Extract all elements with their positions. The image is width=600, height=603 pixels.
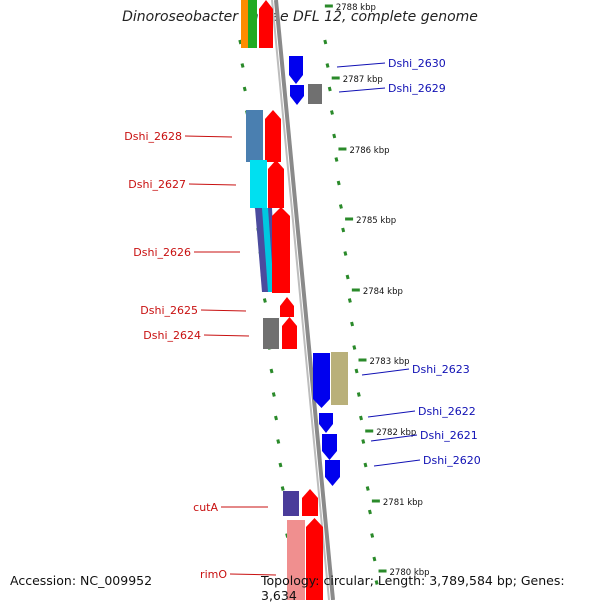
gene-feature: [283, 491, 299, 516]
backbone-line: [274, 0, 335, 600]
gene-arrow: [313, 353, 330, 408]
gene-arrow: [259, 0, 273, 48]
gene-leader-line: [367, 410, 416, 418]
gene-arrow: [280, 297, 294, 317]
kbp-label: 2784 kbp: [363, 287, 403, 297]
gene-label: Dshi_2623: [412, 363, 470, 376]
gene-label: cutA: [193, 501, 218, 514]
map-title: Dinoroseobacter shibae DFL 12, complete …: [122, 9, 478, 25]
gene-arrow: [322, 434, 337, 460]
gene-feature: [262, 208, 274, 292]
gene-label: Dshi_2622: [418, 405, 476, 418]
gene-arrow: [290, 85, 304, 105]
kbp-label: 2782 kbp: [376, 428, 416, 438]
gene-feature: [248, 0, 257, 48]
gene-leader-line: [373, 459, 421, 467]
gene-label: Dshi_2628: [124, 130, 182, 143]
gene-label: Dshi_2626: [133, 246, 191, 259]
kbp-label: 2781 kbp: [383, 498, 423, 508]
gene-label: Dshi_2629: [388, 82, 446, 95]
gene-label: Dshi_2620: [423, 454, 481, 467]
gene-leader-line: [370, 434, 418, 442]
gene-label: Dshi_2627: [128, 178, 186, 191]
gene-feature: [331, 352, 348, 405]
gene-arrow: [302, 489, 318, 516]
gene-leader-line: [188, 183, 237, 186]
kbp-label: 2788 kbp: [336, 3, 376, 13]
accession-text: Accession: NC_009952: [10, 573, 153, 588]
gene-arrow: [289, 56, 303, 84]
gene-label: Dshi_2625: [140, 304, 198, 317]
gene-leader-line: [336, 62, 386, 68]
kbp-label: 2787 kbp: [343, 75, 383, 85]
gene-leader-line: [184, 135, 233, 138]
gene-leader-line: [229, 573, 277, 576]
gene-arrow: [272, 207, 290, 293]
gene-label: Dshi_2624: [143, 329, 201, 342]
gene-feature: [308, 84, 322, 104]
gene-leader-line: [203, 334, 250, 337]
kbp-label: 2786 kbp: [349, 146, 389, 156]
gene-feature: [250, 160, 267, 208]
gene-arrow: [319, 413, 333, 433]
gene-feature: [263, 318, 279, 349]
gene-feature: [241, 0, 249, 48]
gene-label: rimO: [200, 568, 227, 581]
outer-tick-ring: [323, 39, 379, 585]
gene-feature: [246, 110, 263, 162]
kbp-label: 2780 kbp: [390, 568, 430, 578]
backbone-shadow: [271, 0, 330, 600]
gene-label: Dshi_2630: [388, 57, 446, 70]
gene-arrow: [265, 110, 281, 162]
gene-arrow: [282, 317, 297, 349]
gene-arrow: [268, 160, 284, 208]
kbp-label: 2783 kbp: [369, 357, 409, 367]
gene-label: Dshi_2621: [420, 429, 478, 442]
gene-leader-line: [200, 309, 247, 312]
gene-leader-line: [338, 87, 386, 93]
gene-arrow: [306, 518, 323, 600]
gene-leader-line: [361, 368, 410, 376]
kbp-label: 2785 kbp: [356, 216, 396, 226]
gene-arrow: [325, 460, 340, 486]
topology-summary: Topology: circular; Length: 3,789,584 bp…: [261, 573, 565, 603]
gene-feature: [287, 520, 305, 600]
